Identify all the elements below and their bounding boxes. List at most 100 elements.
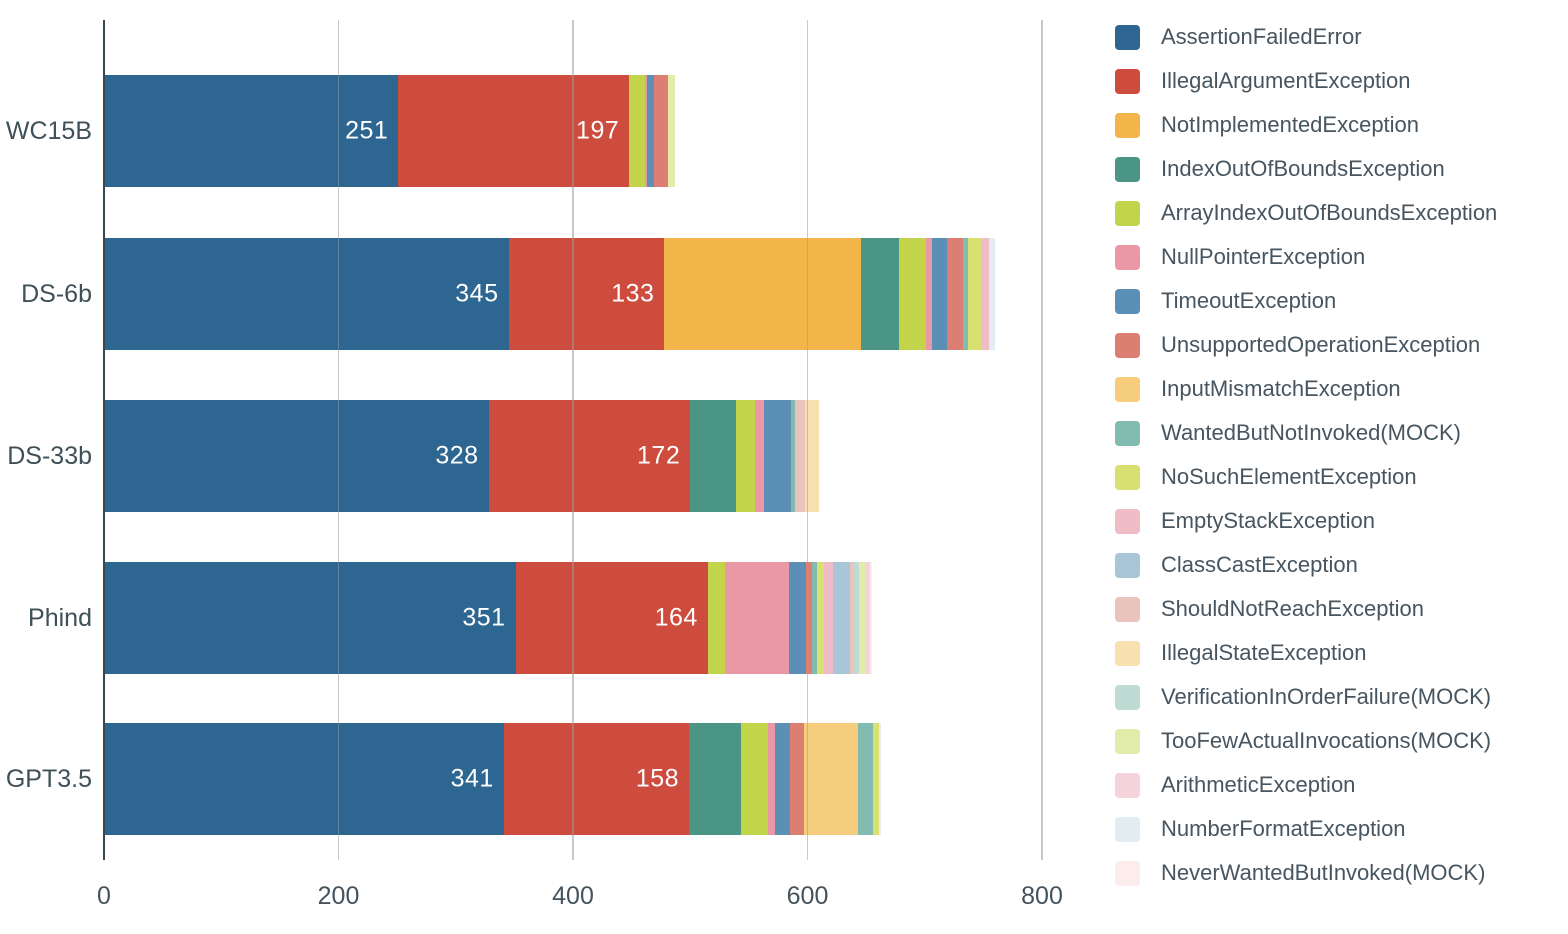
legend-swatch-icon [1115,288,1140,314]
legend-swatch-icon [1115,420,1140,446]
legend-label: VerificationInOrderFailure(MOCK) [1161,684,1492,709]
legend-item-TooFewActualInvocations(MOCK): TooFewActualInvocations(MOCK) [1115,719,1565,763]
legend-swatch-icon [1115,68,1140,94]
legend-swatch-icon [1115,640,1140,666]
segment-GPT3.5-NumberFormatException [879,723,882,835]
x-tick-label-400: 400 [552,882,594,910]
legend-label: ShouldNotReachException [1161,596,1424,621]
segment-Phind-AssertionFailedError: 351 [104,562,516,674]
legend-swatch-icon [1115,552,1140,578]
legend-item-NumberFormatException: NumberFormatException [1115,807,1565,851]
legend-label: EmptyStackException [1161,508,1375,533]
legend-item-EmptyStackException: EmptyStackException [1115,499,1565,543]
legend-item-NeverWantedButInvoked(MOCK): NeverWantedButInvoked(MOCK) [1115,851,1565,895]
segment-WC15B-UnsupportedOperationException [653,75,668,187]
legend-label: InputMismatchException [1161,376,1401,401]
legend: AssertionFailedError IllegalArgumentExcep… [1115,15,1565,895]
legend-swatch-icon [1115,860,1140,886]
segment-Phind-EmptyStackException [823,562,834,674]
legend-label: NotImplementedException [1161,112,1420,137]
legend-label: TimeoutException [1161,288,1337,313]
segment-WC15B-TooFewActualInvocations(MOCK) [667,75,675,187]
legend-item-ClassCastException: ClassCastException [1115,543,1565,587]
segment-Phind-ArrayIndexOutOfBoundsException [707,562,726,674]
segment-value-label: 345 [455,279,499,308]
legend-swatch-icon [1115,464,1140,490]
segment-DS-33b-IllegalArgumentException: 172 [488,400,691,512]
segment-Phind-TimeoutException [788,562,807,674]
segment-Phind-IllegalArgumentException: 164 [515,562,708,674]
legend-item-NullPointerException: NullPointerException [1115,235,1565,279]
x-tick-label-0: 0 [97,882,111,910]
segment-Phind-NeverWantedButInvoked(MOCK) [869,562,872,674]
legend-item-WantedButNotInvoked(MOCK): WantedButNotInvoked(MOCK) [1115,411,1565,455]
segment-WC15B-NullPointerException [644,75,647,187]
segment-GPT3.5-InputMismatchException [803,723,858,835]
segment-Phind-UnsupportedOperationException [806,562,813,674]
legend-item-ArithmeticException: ArithmeticException [1115,763,1565,807]
segment-DS-33b-AssertionFailedError: 328 [104,400,489,512]
legend-label: ClassCastException [1161,552,1358,577]
legend-swatch-icon [1115,200,1140,226]
segment-DS-6b-EmptyStackException [981,238,990,350]
legend-swatch-icon [1115,332,1140,358]
segment-DS-33b-IllegalStateException [805,400,820,512]
segment-value-label: 158 [635,764,680,793]
segment-Phind-ClassCastException [833,562,850,674]
segment-value-label: 341 [450,764,494,793]
segment-GPT3.5-UnsupportedOperationException [789,723,804,835]
segment-DS-6b-NotImplementedException [664,238,862,350]
legend-swatch-icon [1115,24,1140,50]
segment-GPT3.5-ArrayIndexOutOfBoundsException [740,723,768,835]
segment-DS-33b-ArrayIndexOutOfBoundsException [735,400,755,512]
legend-label: IllegalStateException [1161,640,1367,665]
legend-item-NoSuchElementException: NoSuchElementException [1115,455,1565,499]
segment-Phind-ShouldNotReachException [849,562,855,674]
segment-DS-6b-IllegalArgumentException: 133 [508,238,665,350]
segment-DS-33b-NullPointerException [754,400,765,512]
segment-WC15B-IllegalArgumentException: 197 [398,75,630,187]
segment-GPT3.5-AssertionFailedError: 341 [104,723,504,835]
legend-item-IllegalArgumentException: IllegalArgumentException [1115,59,1565,103]
segment-GPT3.5-IndexOutOfBoundsException [689,723,741,835]
legend-swatch-icon [1115,596,1140,622]
legend-item-ArrayIndexOutOfBoundsException: ArrayIndexOutOfBoundsException [1115,191,1565,235]
segment-DS-6b-ArrayIndexOutOfBoundsException [898,238,926,350]
segment-DS-6b-UnsupportedOperationException [947,238,964,350]
segment-DS-6b-IndexOutOfBoundsException [861,238,899,350]
segment-value-label: 164 [654,603,698,632]
segment-Phind-ArithmeticException [864,562,870,674]
segment-DS-33b-IndexOutOfBoundsException [690,400,736,512]
legend-label: IndexOutOfBoundsException [1161,156,1445,181]
legend-item-AssertionFailedError: AssertionFailedError [1115,15,1565,59]
x-tick-label-600: 600 [786,882,829,910]
legend-label: NullPointerException [1161,244,1366,269]
segment-Phind-NoSuchElementException [816,562,824,674]
segment-DS-33b-WantedButNotInvoked(MOCK) [791,400,795,512]
segment-value-label: 133 [611,279,655,308]
legend-swatch-icon [1115,816,1140,842]
segment-GPT3.5-WantedButNotInvoked(MOCK) [857,723,874,835]
legend-item-InputMismatchException: InputMismatchException [1115,367,1565,411]
segment-Phind-NullPointerException [725,562,789,674]
legend-item-TimeoutException: TimeoutException [1115,279,1565,323]
segment-value-label: 251 [345,116,389,145]
gridline-800 [1041,20,1043,860]
legend-item-VerificationInOrderFailure(MOCK): VerificationInOrderFailure(MOCK) [1115,675,1565,719]
segment-Phind-WantedButNotInvoked(MOCK) [812,562,817,674]
y-axis-line [103,20,105,860]
segment-DS-6b-TimeoutException [931,238,948,350]
x-tick-label-800: 800 [1021,882,1063,910]
category-label-GPT3.5: GPT3.5 [5,765,92,793]
segment-DS-33b-ShouldNotReachException [794,400,806,512]
segment-GPT3.5-IllegalArgumentException: 158 [503,723,690,835]
segment-WC15B-ArrayIndexOutOfBoundsException [629,75,645,187]
legend-label: NoSuchElementException [1161,464,1417,489]
segment-DS-33b-TimeoutException [764,400,792,512]
legend-swatch-icon [1115,156,1140,182]
segment-value-label: 328 [435,441,479,470]
legend-label: ArithmeticException [1161,772,1356,797]
segment-value-label: 197 [576,116,620,145]
legend-item-UnsupportedOperationException: UnsupportedOperationException [1115,323,1565,367]
